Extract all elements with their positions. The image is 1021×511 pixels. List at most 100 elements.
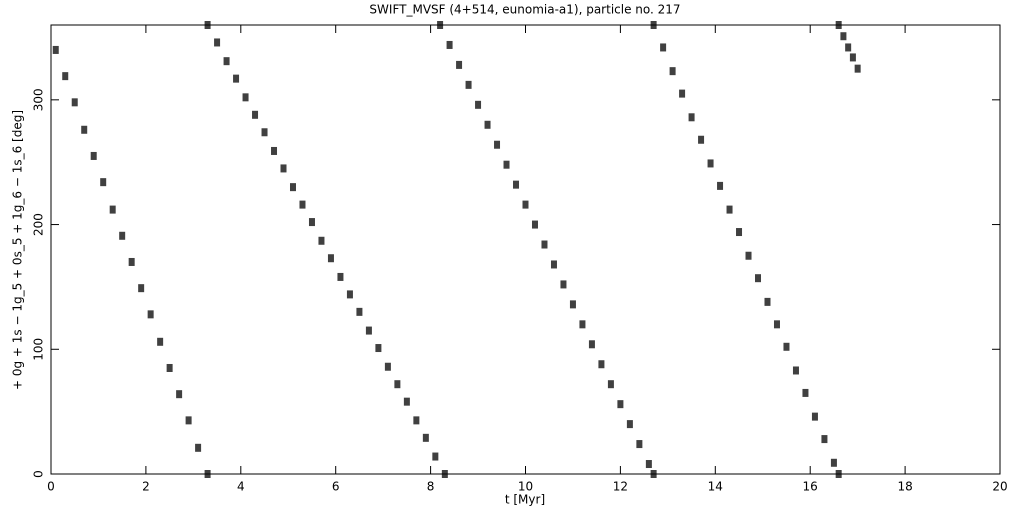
scatter-point xyxy=(598,360,605,369)
scatter-point xyxy=(109,205,116,214)
scatter-point xyxy=(90,151,97,160)
scatter-point xyxy=(432,452,439,461)
x-tick-label: 16 xyxy=(803,480,818,494)
scatter-point xyxy=(636,440,643,449)
scatter-point xyxy=(52,45,59,54)
scatter-point xyxy=(422,433,429,442)
scatter-point xyxy=(698,135,705,144)
scatter-point xyxy=(503,160,510,169)
scatter-point xyxy=(289,183,296,192)
scatter-point xyxy=(384,362,391,371)
scatter-point xyxy=(830,458,837,467)
scatter-point xyxy=(204,21,211,29)
scatter-point xyxy=(650,470,657,478)
scatter-point xyxy=(261,128,268,137)
scatter-point xyxy=(764,297,771,306)
scatter-point xyxy=(176,390,183,399)
scatter-point xyxy=(233,74,240,83)
scatter-point xyxy=(403,397,410,406)
scatter-point xyxy=(840,32,847,41)
scatter-point xyxy=(617,400,624,409)
scatter-point xyxy=(356,307,363,316)
scatter-point xyxy=(792,366,799,375)
scatter-point xyxy=(346,290,353,299)
scatter-point xyxy=(513,180,520,189)
scatter-point xyxy=(185,416,192,425)
scatter-point xyxy=(688,113,695,122)
scatter-point xyxy=(119,231,126,240)
scatter-point xyxy=(166,363,173,372)
scatter-point xyxy=(437,21,444,29)
scatter-point xyxy=(394,380,401,389)
x-tick-label: 8 xyxy=(427,480,435,494)
scatter-point xyxy=(242,93,249,102)
scatter-point xyxy=(62,72,69,81)
scatter-point xyxy=(660,43,667,52)
scatter-point xyxy=(138,284,145,293)
scatter-point xyxy=(446,40,453,49)
scatter-point xyxy=(783,342,790,351)
x-tick-label: 4 xyxy=(237,480,245,494)
y-tick-label: 200 xyxy=(32,213,46,236)
x-tick-label: 2 xyxy=(142,480,150,494)
scatter-point xyxy=(579,320,586,329)
scatter-point xyxy=(755,274,762,283)
scatter-point xyxy=(271,146,278,155)
scatter-point xyxy=(541,240,548,249)
scatter-point xyxy=(252,110,259,119)
scatter-point xyxy=(849,53,856,62)
scatter-point xyxy=(280,164,287,173)
scatter-point xyxy=(626,420,633,429)
scatter-point xyxy=(204,470,211,478)
scatter-point xyxy=(327,254,334,263)
y-tick-label: 300 xyxy=(32,88,46,111)
scatter-point xyxy=(669,67,676,76)
scatter-point xyxy=(147,310,154,319)
scatter-point xyxy=(494,140,501,149)
scatter-point xyxy=(802,388,809,397)
y-tick-label: 100 xyxy=(32,338,46,361)
scatter-point xyxy=(550,260,557,269)
scatter-point xyxy=(71,98,78,107)
scatter-point xyxy=(337,272,344,281)
scatter-point xyxy=(736,228,743,237)
scatter-point xyxy=(465,80,472,89)
scatter-point xyxy=(835,470,842,478)
x-tick-label: 10 xyxy=(518,480,533,494)
x-tick-label: 12 xyxy=(613,480,628,494)
scatter-point xyxy=(650,21,657,29)
scatter-point xyxy=(157,337,164,346)
x-tick-label: 20 xyxy=(992,480,1007,494)
scatter-point xyxy=(223,57,230,66)
scatter-point xyxy=(318,236,325,245)
x-tick-label: 14 xyxy=(708,480,723,494)
scatter-point xyxy=(413,416,420,425)
x-tick-label: 18 xyxy=(897,480,912,494)
scatter-point xyxy=(811,412,818,421)
y-tick-label: 0 xyxy=(32,470,46,478)
scatter-point xyxy=(679,89,686,98)
scatter-point xyxy=(484,120,491,129)
scatter-point xyxy=(299,200,306,209)
scatter-point xyxy=(569,300,576,309)
scatter-point xyxy=(645,460,652,469)
scatter-point xyxy=(773,320,780,329)
scatter-point xyxy=(100,178,107,187)
scatter-point xyxy=(854,64,861,73)
scatter-point xyxy=(128,257,135,266)
scatter-point xyxy=(475,100,482,109)
scatter-point xyxy=(745,251,752,260)
scatter-point xyxy=(821,435,828,444)
scatter-point xyxy=(835,21,842,29)
scatter-point xyxy=(365,326,372,335)
scatter-point xyxy=(308,218,315,227)
scatter-point xyxy=(726,205,733,214)
x-tick-label: 0 xyxy=(47,480,55,494)
x-tick-label: 6 xyxy=(332,480,340,494)
scatter-point xyxy=(522,200,529,209)
scatter-point xyxy=(531,220,538,229)
scatter-point xyxy=(195,443,202,452)
